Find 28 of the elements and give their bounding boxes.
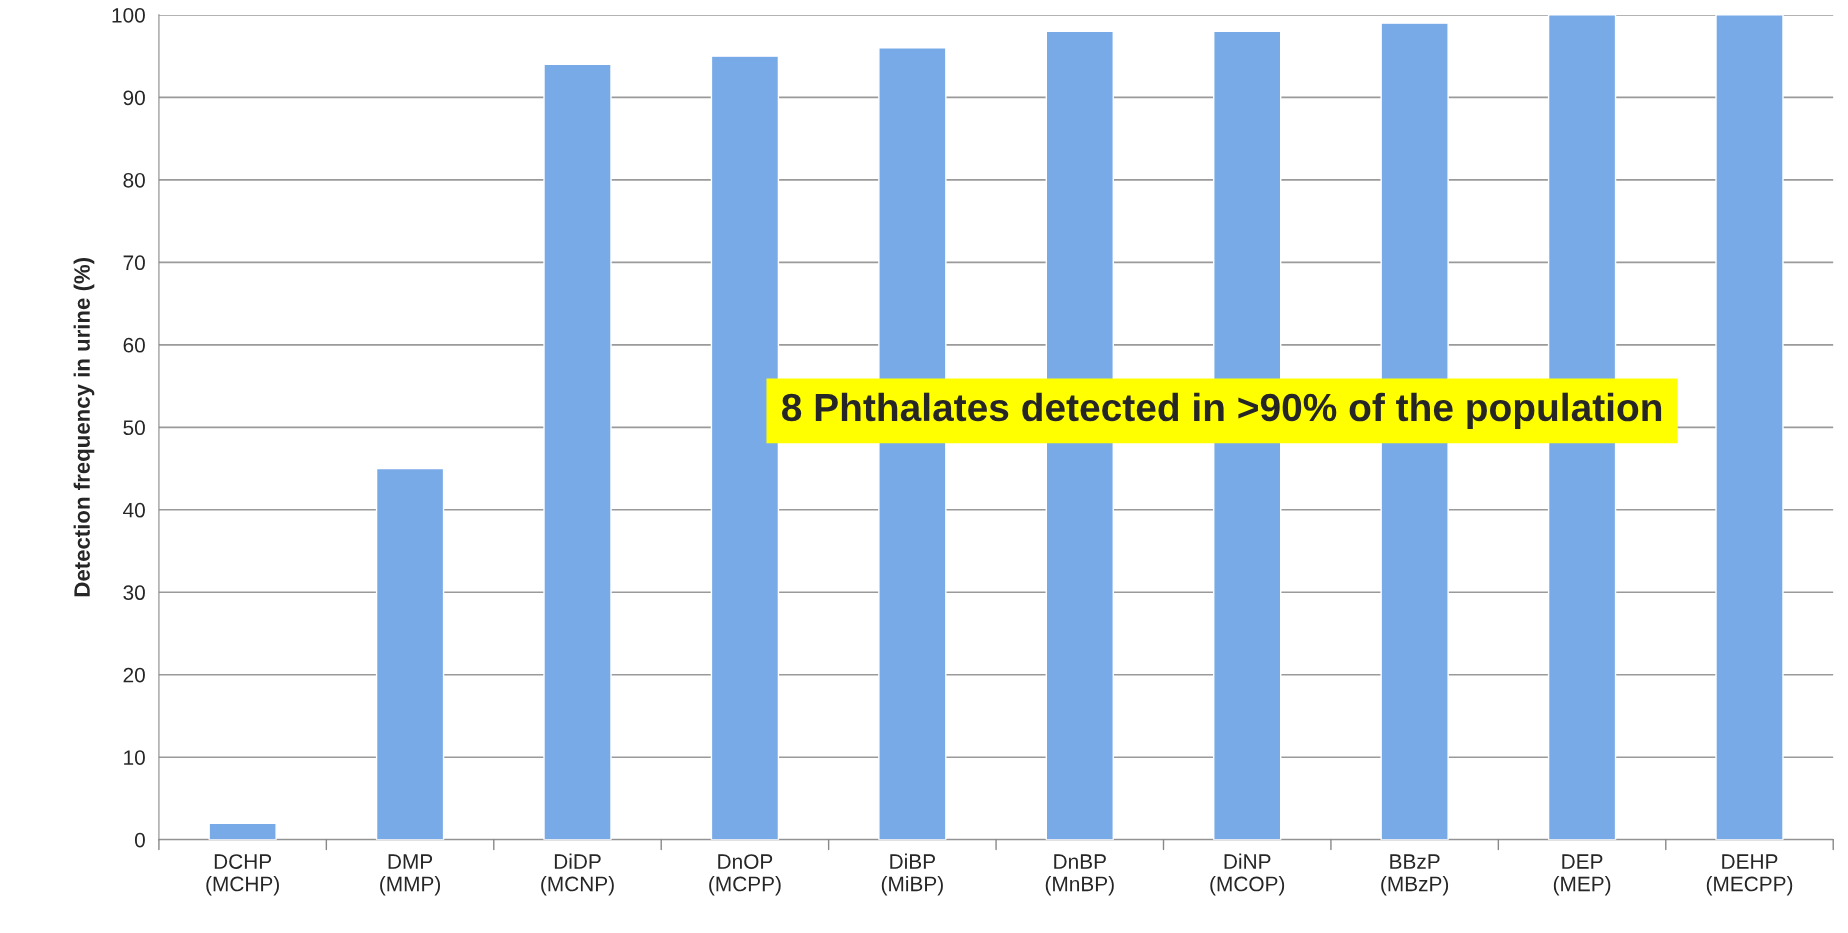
y-tick-label: 80 <box>123 172 145 188</box>
x-tick-label: DEHP (MECPP) <box>1706 854 1793 896</box>
bar <box>208 822 277 840</box>
x-tick-label: DMP (MMP) <box>380 854 441 896</box>
x-tick-label: DiNP (MCOP) <box>1210 853 1285 896</box>
x-tick-label: DnOP (MCPP) <box>709 854 781 896</box>
y-tick-label: 10 <box>124 750 145 765</box>
x-tick-label: DEP (MEP) <box>1553 854 1611 896</box>
x-tick-label: BBzP (MBzP) <box>1381 854 1449 896</box>
y-tick-label: 70 <box>123 255 145 271</box>
x-tick-label: DiBP (MiBP) <box>881 853 943 896</box>
y-tick-label: 50 <box>123 420 145 436</box>
annotation: 8 Phthalates detected in >90% of the population <box>782 392 1662 429</box>
y-tick-label: 60 <box>123 337 145 353</box>
bar <box>710 55 780 840</box>
y-tick-label: 20 <box>123 667 145 683</box>
bar <box>543 63 612 840</box>
y-tick-label: 90 <box>123 90 145 106</box>
y-tick-label: 100 <box>112 7 145 23</box>
y-tick-label: 0 <box>134 832 145 848</box>
bar <box>375 467 445 840</box>
y-tick-label: 30 <box>123 585 145 601</box>
x-tick-label: DnBP (MnBP) <box>1045 854 1114 896</box>
x-tick-label: DCHP (MCHP) <box>206 854 279 896</box>
bar <box>1715 14 1784 840</box>
y-tick-label: 40 <box>123 502 145 518</box>
y-axis-title: Detection frequency in urine (%) <box>73 258 95 597</box>
x-tick-label: DiDP (MCNP) <box>541 853 614 896</box>
